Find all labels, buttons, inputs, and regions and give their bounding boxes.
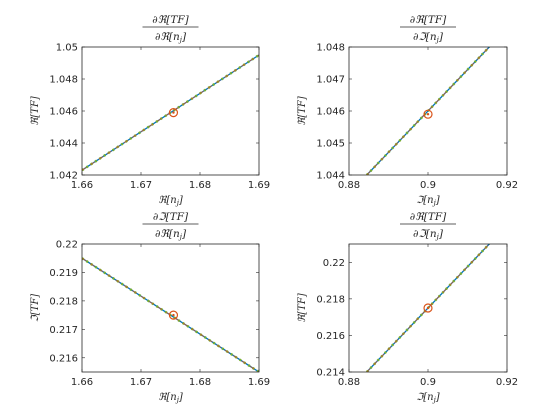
title-numerator: ∂ℑ[TF] [153,211,189,223]
axes-frame [81,46,260,176]
axes-frame [348,243,508,373]
y-axis-label: ℜ[TF] [297,293,308,323]
operating-point-center [172,111,175,114]
series-dots [365,47,491,175]
operating-point-marker [423,109,433,119]
subplot-1: 1.66 1.67 1.68 1.69 1.042 1.044 1.046 1.048 1.05… [30,14,270,207]
x-tick-label: 1.66 [71,180,93,191]
y-tick-label: 1.048 [49,75,78,86]
title-denominator: ∂ℑ[nj] [413,31,444,44]
subplot-2: 0.88 0.9 0.92 1.044 1.045 1.046 1.047 1.048 ℑ[nj… [297,14,518,207]
y-tick-label: 0.216 [316,331,345,342]
y-tick-label: 1.047 [316,75,345,86]
y-tick-label: 1.05 [56,43,78,54]
y-tick-label: 0.218 [316,294,345,305]
x-tick-label: 0.9 [420,180,436,191]
y-tick-label: 1.042 [49,171,78,182]
title-numerator: ∂ℜ[TF] [152,14,189,26]
y-tick-label: 1.044 [49,139,78,150]
y-axis-label: ℑ[TF] [30,294,41,322]
title-numerator: ∂ℜ[TF] [410,211,447,223]
y-axis-label: ℜ[TF] [30,96,41,126]
title-denominator: ∂ℜ[nj] [155,31,187,44]
y-tick-label: 0.219 [49,268,78,279]
plot-area [82,53,259,172]
subplot-4: 0.88 0.9 0.92 0.214 0.216 0.218 0.22 ℑ[nj] ℜ[TF]… [297,211,518,404]
operating-point-marker [168,310,179,320]
x-tick-label: 1.67 [130,377,152,388]
y-tick-label: 0.22 [323,258,345,269]
y-tick-label: 1.044 [316,171,345,182]
x-axis-label: ℑ[nj] [416,392,440,404]
y-axis-label: ℜ[TF] [297,96,308,126]
title-denominator: ∂ℜ[nj] [155,228,187,241]
y-tick-label: 0.214 [316,368,345,379]
series-dots [82,53,259,172]
x-tick-label: 0.92 [496,377,518,388]
x-axis-label: ℑ[nj] [416,195,440,207]
operating-point-center [172,313,175,317]
x-tick-label: 0.88 [338,377,360,388]
y-tick-label: 0.218 [49,296,78,307]
y-tick-label: 1.045 [316,139,345,150]
y-tick-label: 1.048 [316,43,345,54]
operating-point-marker [423,303,433,313]
x-tick-label: 1.69 [248,180,270,191]
axes-background [82,244,259,372]
x-tick-label: 1.66 [71,377,93,388]
x-tick-label: 0.92 [496,180,518,191]
plot-area [365,244,491,372]
plot-area [365,47,491,175]
x-tick-label: 0.9 [420,377,436,388]
plot-area [82,257,259,372]
axes-background [82,47,259,175]
x-tick-label: 1.68 [189,377,211,388]
y-tick-label: 1.046 [49,107,78,118]
y-tick-label: 0.217 [49,325,78,336]
x-axis-label: ℜ[nj] [158,392,183,404]
y-tick-label: 0.22 [56,240,78,251]
y-tick-label: 1.046 [316,107,345,118]
x-tick-label: 0.88 [338,180,360,191]
x-tick-label: 1.69 [248,377,270,388]
operating-point-center [426,306,430,310]
title-numerator: ∂ℜ[TF] [410,14,447,26]
x-axis-label: ℜ[nj] [158,195,183,207]
operating-point-marker [168,107,179,118]
operating-point-center [426,113,430,116]
subplot-3: 1.66 1.67 1.68 1.69 0.216 0.217 0.218 0.219 0.22… [30,211,270,404]
x-tick-label: 1.67 [130,180,152,191]
axes-frame [81,243,260,373]
y-tick-label: 0.216 [49,353,78,364]
series-dots [82,257,259,372]
axes-frame [348,46,508,176]
x-tick-label: 1.68 [189,180,211,191]
title-denominator: ∂ℑ[nj] [413,228,444,241]
